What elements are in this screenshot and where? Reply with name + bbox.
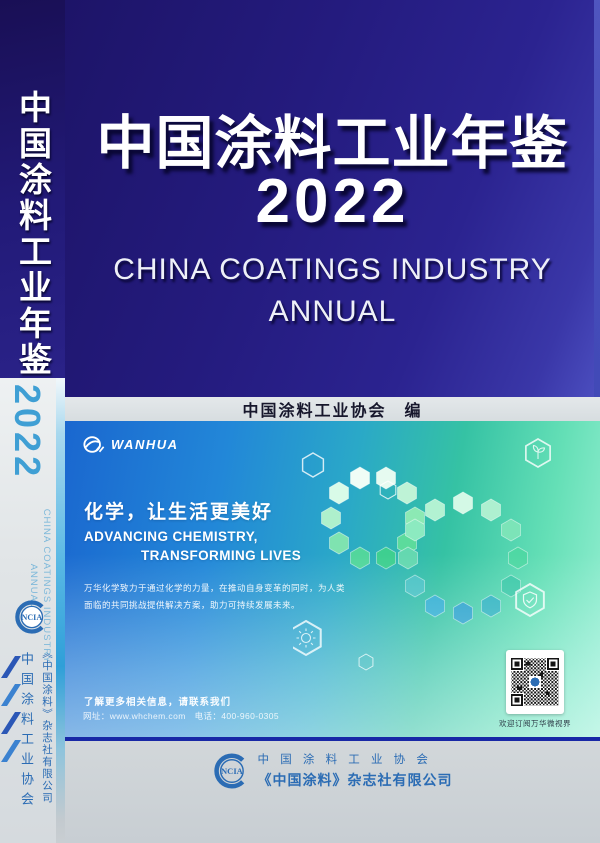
wanhua-ad-banner: WANHUA 化学，让生活更美好 ADVANCING CHEMISTRY, TR… [65, 421, 600, 741]
cover-footer: NCIA 中 国 涂 料 工 业 协 会 《中国涂料》杂志社有限公司 [65, 741, 600, 843]
publisher-org-line: 中 国 涂 料 工 业 协 会 [257, 754, 432, 766]
editor-band: 中国涂料工业协会 编 [65, 397, 600, 421]
cover-subtitle-line1: CHINA COATINGS INDUSTRY [113, 253, 552, 286]
spine-english-line1: CHINA COATINGS INDUSTRY [41, 508, 52, 664]
ad-slogan-en-line2: TRANSFORMING LIVES [141, 548, 302, 563]
cover-title: 中国涂料工业年鉴 [96, 111, 569, 176]
qr-code [506, 650, 564, 714]
spine-org-vertical: 中国涂料工业协会 [19, 652, 34, 812]
cover-edge-highlight [594, 0, 600, 397]
leaf-icon [532, 444, 546, 459]
publisher-company-line: 《中国涂料》杂志社有限公司 [257, 772, 453, 788]
cover-title-section: 中国涂料工业年鉴 2022 CHINA COATINGS INDUSTRY AN… [65, 0, 600, 397]
shield-check-icon [522, 591, 538, 609]
gear-icon [296, 628, 316, 648]
spine-title-vertical: 中国涂料工业年鉴 [14, 90, 52, 378]
wanhua-brand-text: WANHUA [111, 437, 179, 452]
qr-caption: 欢迎订阅万华微视界 [499, 719, 571, 728]
ncia-logo-text: NCIA [220, 766, 243, 776]
publisher-block: NCIA 中 国 涂 料 工 业 协 会 《中国涂料》杂志社有限公司 [213, 751, 453, 790]
ad-body-text: 万华化学致力于通过化学的力量，在推动自身变革的同时，为人类 面临的共同挑战提供解… [84, 580, 345, 614]
ncia-logo-svg: NCIA [15, 600, 44, 634]
ncia-logo-icon: NCIA [213, 752, 244, 789]
ad-body-line2: 面临的共同挑战提供解决方案，助力可持续发展未来。 [84, 600, 301, 610]
cover-front: 中国涂料工业年鉴 2022 CHINA COATINGS INDUSTRY AN… [65, 0, 600, 843]
ad-body-line1: 万华化学致力于通过化学的力量，在推动自身变革的同时，为人类 [84, 583, 346, 593]
ad-slogan-cn: 化学，让生活更美好 [84, 502, 274, 523]
spine-publisher-vertical: 《中国涂料》杂志社有限公司 [41, 648, 53, 804]
hexagon-infinity-graphic [293, 433, 555, 695]
spine-year: 2022 [7, 384, 48, 481]
spine-top-section: 中国涂料工业年鉴 [0, 0, 65, 378]
spine-english-line2: ANNUAL [28, 563, 39, 609]
ad-slogan-en-line1: ADVANCING CHEMISTRY, [84, 529, 258, 544]
spine-edge-strip [56, 378, 65, 843]
cover-subtitle-line2: ANNUAL [268, 295, 397, 328]
ncia-logo-text: NCIA [22, 613, 43, 622]
ad-contact-line1: 了解更多相关信息，请联系我们 [84, 697, 232, 708]
qr-code-pattern [510, 657, 560, 707]
publisher-text: 中 国 涂 料 工 业 协 会 《中国涂料》杂志社有限公司 [258, 751, 453, 790]
wanhua-swirl-icon [83, 436, 105, 453]
spine-chevron-stripes-icon [1, 656, 21, 762]
spine-english-subtitle: CHINA COATINGS INDUSTRY ANNUAL [27, 506, 53, 666]
editor-line: 中国涂料工业协会 编 [242, 403, 423, 420]
wanhua-logo: WANHUA [83, 435, 179, 454]
book-spine: 中国涂料工业年鉴 2022 CHINA COATINGS INDUSTRY AN… [0, 0, 65, 843]
ad-contact-line2: 网址：www.whchem.com 电话：400-960-0305 [83, 711, 280, 721]
cover-year: 2022 [255, 167, 410, 236]
ncia-logo-icon: NCIA [14, 600, 48, 639]
